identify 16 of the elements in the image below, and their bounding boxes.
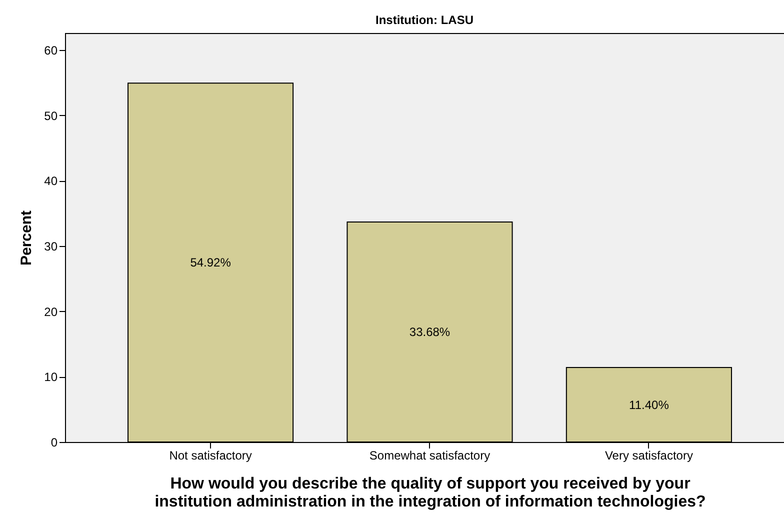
- y-axis-title: Percent: [18, 210, 36, 266]
- y-tick-label: 50: [44, 108, 58, 123]
- data-label: 33.68%: [409, 324, 450, 339]
- chart-title: Institution: LASU: [376, 13, 474, 27]
- x-tick-label: Somewhat satisfactory: [369, 448, 490, 462]
- y-tick-label: 0: [50, 436, 58, 450]
- y-tick-label: 30: [44, 239, 58, 254]
- y-tick-label: 40: [44, 174, 58, 188]
- x-axis-title: How would you describe the quality of support you received by your institution administration in the integration of information technologies?: [154, 476, 706, 510]
- x-tick-label: Very satisfactory: [604, 448, 693, 462]
- y-tick-label: 10: [44, 370, 58, 384]
- data-label: 54.92%: [190, 256, 232, 270]
- data-label: 11.40%: [629, 398, 670, 412]
- y-tick-label: 60: [44, 43, 58, 58]
- y-tick-label: 20: [44, 304, 58, 319]
- x-tick-label: Not satisfactory: [169, 448, 252, 462]
